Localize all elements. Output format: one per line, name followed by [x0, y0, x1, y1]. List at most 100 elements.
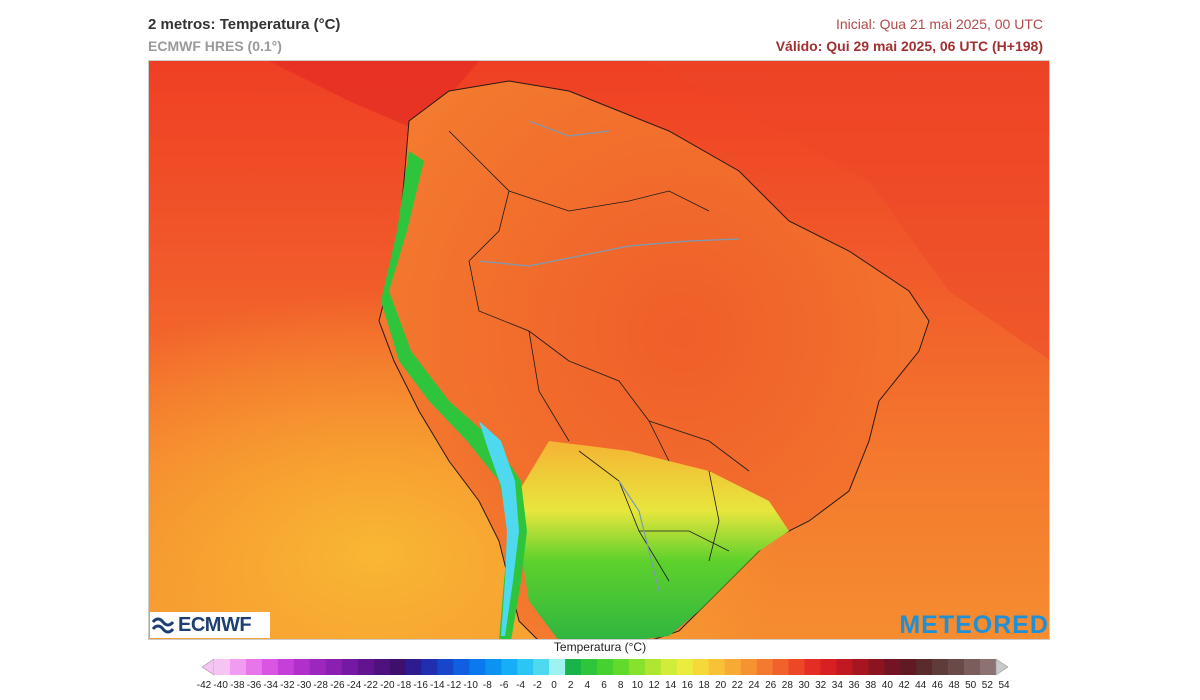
legend-cell [708, 659, 725, 675]
legend-tick-label: 0 [551, 680, 557, 691]
legend-cell [692, 659, 710, 675]
legend-tick-label: 40 [881, 680, 893, 691]
legend-tick-label: 34 [831, 680, 843, 691]
legend-cell [836, 659, 853, 675]
southern-cone-cool [519, 441, 789, 639]
legend-cell [549, 659, 566, 675]
legend-cell [788, 659, 805, 675]
legend-cell [389, 659, 406, 675]
legend-cell [660, 659, 678, 675]
legend-cell [245, 659, 263, 675]
legend-cell [469, 659, 486, 675]
meteored-logo-text: METEORED [899, 610, 1049, 639]
map-graphic [149, 61, 1049, 639]
legend-tick-label: -24 [346, 680, 362, 691]
legend-tick-label: 24 [748, 680, 760, 691]
legend-right-arrow [995, 658, 1008, 676]
legend-tick-label: 4 [584, 680, 591, 691]
legend-tick-label: 42 [898, 680, 910, 691]
legend-tick-label: -36 [246, 680, 262, 691]
legend-tick-label: -22 [363, 680, 378, 691]
legend-tick-label: -4 [516, 680, 526, 691]
legend-cell [565, 659, 582, 675]
legend-cell [948, 659, 965, 675]
legend-tick-label: -6 [499, 680, 509, 691]
rivers [478, 120, 740, 592]
legend-cell [309, 659, 327, 675]
legend-cell [628, 659, 646, 675]
legend-cell [852, 659, 869, 675]
legend-cell [357, 659, 374, 675]
legend-cell [772, 659, 789, 675]
legend-tick-label: 8 [617, 680, 624, 691]
legend-cell [501, 659, 518, 675]
legend-cell [421, 659, 438, 675]
legend-cell [325, 659, 342, 675]
country-borders [448, 130, 750, 582]
legend-tick-label: -18 [396, 680, 412, 691]
legend-tick-label: -14 [430, 680, 445, 691]
legend-tick-label: -32 [280, 680, 295, 691]
legend-tick-label: 48 [948, 680, 960, 691]
legend-tick-label: -10 [463, 680, 478, 691]
legend-cell [676, 659, 694, 675]
legend-labels: -42 -40 -38 -36 -34 -32 -30 -28 -26 -24 -22 -20 -18-… [197, 680, 1010, 694]
legend-cell [214, 659, 231, 675]
ecmwf-logo: ECMWF [150, 612, 270, 638]
legend-cell [277, 659, 295, 675]
andes-snow [479, 421, 519, 636]
legend-tick-label: -2 [532, 680, 542, 691]
legend-cell [980, 659, 997, 675]
legend-cell [804, 659, 821, 675]
legend-tick-label: 18 [698, 680, 710, 691]
legend-tick-label: -12 [446, 680, 462, 691]
legend-cells [214, 659, 997, 675]
temperature-map[interactable] [148, 60, 1050, 640]
meteored-logo: METEORED [864, 610, 1049, 639]
legend-tick-label: 2 [567, 680, 574, 691]
ecmwf-logo-icon [151, 617, 175, 634]
legend-tick-label: 30 [798, 680, 810, 691]
legend-tick-label: 10 [631, 680, 643, 691]
map-header: 2 metros: Temperatura (°C) ECMWF HRES (0… [148, 14, 1043, 58]
legend-tick-label: 46 [931, 680, 943, 691]
legend-cell [453, 659, 470, 675]
legend-cell [261, 659, 279, 675]
legend-tick-label: -16 [413, 680, 428, 691]
legend-cell [612, 659, 630, 675]
legend-tick-label: 44 [915, 680, 927, 691]
model-label: ECMWF HRES (0.1°) [148, 38, 282, 54]
warm-atlantic [649, 61, 1049, 360]
legend-tick-label: -42 [196, 680, 212, 691]
legend-cell [293, 659, 311, 675]
legend-cell [533, 659, 550, 675]
legend-tick-label: 36 [848, 680, 860, 691]
andes-cold-strip [381, 151, 527, 639]
legend-tick-label: 14 [665, 680, 677, 691]
legend-cell [932, 659, 949, 675]
legend-cell [644, 659, 662, 675]
legend-cell [724, 659, 741, 675]
legend-cell [820, 659, 837, 675]
legend-tick-label: 38 [865, 680, 877, 691]
legend-tick-label: 6 [601, 680, 607, 691]
legend-cell [485, 659, 502, 675]
legend-tick-label: -28 [313, 680, 328, 691]
valid-time: Válido: Qui 29 mai 2025, 06 UTC (H+198) [775, 38, 1043, 54]
legend-tick-label: 28 [781, 680, 793, 691]
legend-tick-label: 32 [815, 680, 827, 691]
legend-cell [229, 659, 247, 675]
color-legend-bar [202, 658, 1008, 676]
legend-tick-label: 26 [765, 680, 777, 691]
legend-cell [884, 659, 901, 675]
legend-title: Temperatura (°C) [553, 640, 647, 654]
legend-cell [581, 659, 598, 675]
legend-cell [341, 659, 358, 675]
legend-cell [868, 659, 885, 675]
legend-tick-label: 50 [965, 680, 977, 691]
ecmwf-logo-text: ECMWF [178, 613, 252, 636]
initial-time: Inicial: Qua 21 mai 2025, 00 UTC [836, 16, 1043, 32]
legend-cell [740, 659, 757, 675]
legend-tick-label: 16 [681, 680, 693, 691]
legend-tick-label: -20 [380, 680, 395, 691]
